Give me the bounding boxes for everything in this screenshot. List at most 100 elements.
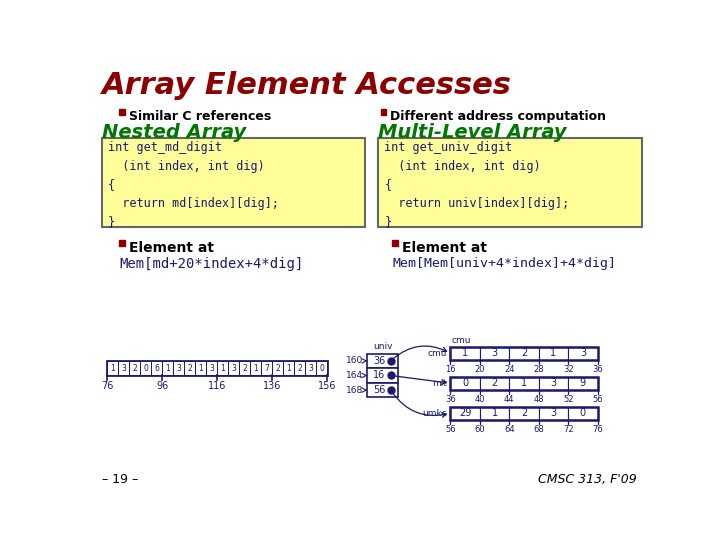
Text: Similar C references: Similar C references [129,110,271,123]
Bar [140,361,151,375]
Bar [162,361,173,375]
Bar [480,407,509,420]
Bar [107,361,118,375]
Text: int get_univ_digit
  (int index, int dig)
{
  return univ[index][dig];
}: int get_univ_digit (int index, int dig) … [384,141,570,228]
Text: 1: 1 [462,348,468,358]
Text: 3: 3 [231,363,236,373]
Bar [228,361,239,375]
Text: 2: 2 [187,363,192,373]
Text: 3: 3 [176,363,181,373]
Bar [151,361,162,375]
Text: 56: 56 [373,385,385,395]
Text: Element at: Element at [129,241,214,255]
Text: 3: 3 [492,348,498,358]
Text: 160: 160 [346,356,364,366]
Text: 40: 40 [474,395,485,404]
Text: 3: 3 [308,363,313,373]
Bar [480,347,509,360]
Bar [451,347,480,360]
Text: 1: 1 [492,408,498,418]
Bar [206,361,217,375]
Text: 1: 1 [550,348,557,358]
Text: Different address computation: Different address computation [390,110,606,123]
Bar [509,347,539,360]
Bar [250,361,261,375]
Text: 16: 16 [445,365,456,374]
Bar [294,361,305,375]
Text: 2: 2 [297,363,302,373]
Bar [367,383,398,397]
Text: 1: 1 [287,363,291,373]
Text: 136: 136 [263,381,282,391]
Bar [283,361,294,375]
Text: 1: 1 [253,363,258,373]
Text: 64: 64 [504,425,515,434]
Text: CMSC 313, F'09: CMSC 313, F'09 [538,473,636,486]
Text: Mem[Mem[univ+4*index]+4*dig]: Mem[Mem[univ+4*index]+4*dig] [392,257,616,271]
Text: 68: 68 [534,425,544,434]
Bar [392,240,397,246]
Text: 96: 96 [156,381,168,391]
Bar [173,361,184,375]
Bar [480,377,509,390]
Bar [509,377,539,390]
Text: 48: 48 [534,395,544,404]
Bar [378,138,642,226]
Text: mit: mit [432,379,447,388]
Bar [102,138,365,226]
Text: 6: 6 [154,363,159,373]
Bar [451,377,480,390]
Text: 2: 2 [242,363,247,373]
Text: 168: 168 [346,386,364,395]
Bar [367,354,398,368]
Text: 1: 1 [521,378,527,388]
Bar [107,361,327,375]
Text: Element at: Element at [402,241,487,255]
Bar [509,407,539,420]
Text: 3: 3 [550,408,557,418]
Bar [261,361,272,375]
Bar [539,407,568,420]
Bar [451,347,598,360]
Text: 16: 16 [373,370,385,381]
Text: cmu: cmu [428,349,447,357]
Text: 52: 52 [563,395,573,404]
Text: Multi-Level Array: Multi-Level Array [378,123,567,143]
Text: 3: 3 [580,348,586,358]
Bar [367,368,398,383]
Bar [568,347,598,360]
Bar [195,361,206,375]
Text: 2: 2 [132,363,137,373]
Text: Array Element Accesses: Array Element Accesses [102,71,511,100]
Text: 2: 2 [275,363,280,373]
Text: int get_md_digit
  (int index, int dig)
{
  return md[index][dig];
}: int get_md_digit (int index, int dig) { … [108,141,279,228]
Bar [305,361,316,375]
Text: 28: 28 [534,365,544,374]
Text: 7: 7 [264,363,269,373]
Text: 72: 72 [563,425,574,434]
Text: 1: 1 [198,363,203,373]
Text: 56: 56 [445,425,456,434]
Text: 156: 156 [318,381,336,391]
Text: 36: 36 [373,356,385,366]
Bar [316,361,327,375]
Bar [120,110,125,115]
Text: 36: 36 [593,365,603,374]
Text: 60: 60 [474,425,485,434]
Text: 1: 1 [220,363,225,373]
Bar [451,407,598,420]
Text: 0: 0 [462,378,468,388]
Bar [217,361,228,375]
Text: 76: 76 [593,425,603,434]
Text: – 19 –: – 19 – [102,473,138,486]
Text: univ: univ [373,342,392,351]
Text: 76: 76 [101,381,113,391]
Text: 2: 2 [521,408,527,418]
Text: 164: 164 [346,371,364,380]
Text: 29: 29 [459,408,472,418]
Text: 2: 2 [521,348,527,358]
Text: 20: 20 [474,365,485,374]
Text: 9: 9 [580,378,586,388]
Text: cmu: cmu [452,336,472,345]
Text: 56: 56 [593,395,603,404]
